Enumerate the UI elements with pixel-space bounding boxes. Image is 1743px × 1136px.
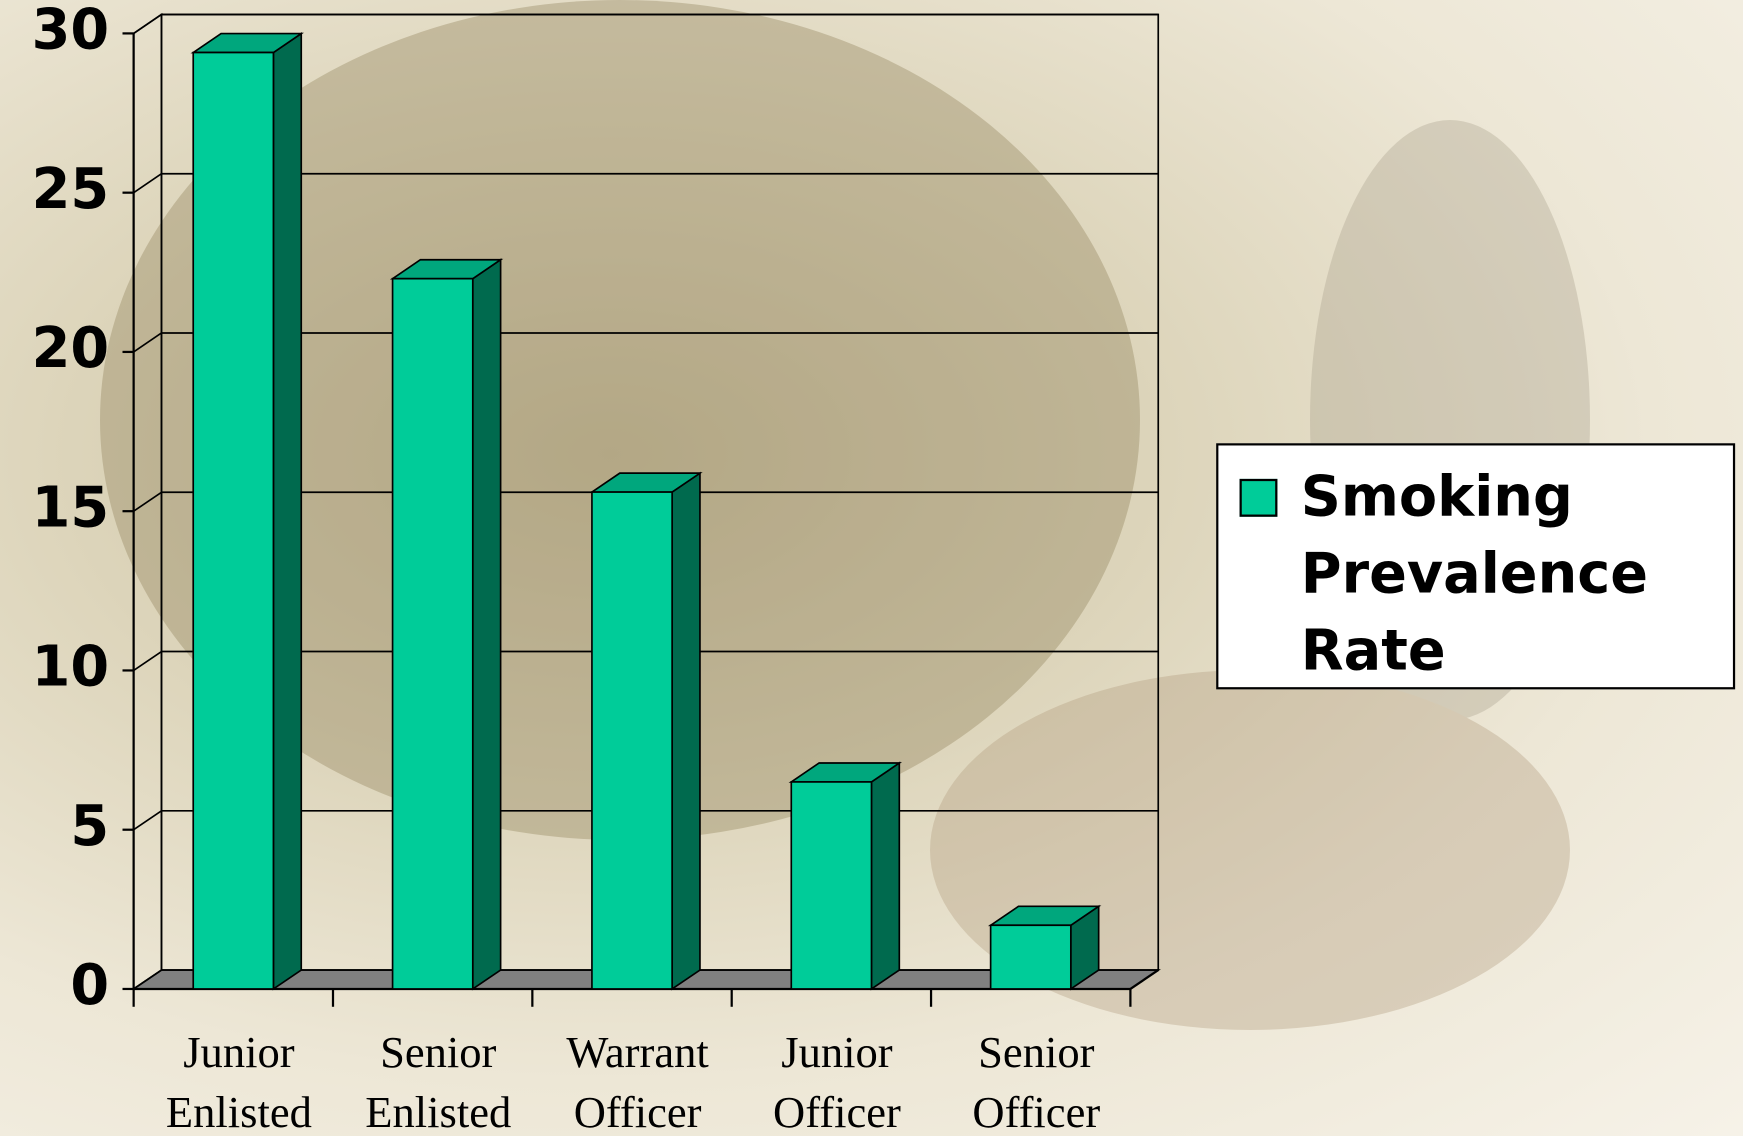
x-tick-label: Senior Officer	[972, 1026, 1101, 1136]
legend-label: Smoking Prevalence Rate	[1300, 464, 1648, 683]
x-axis-edge	[1129, 969, 1159, 990]
x-tick-label: Warrant Officer	[566, 1026, 709, 1136]
x-tick-label: Senior Enlisted	[365, 1026, 512, 1136]
x-tick-label: Junior Officer	[773, 1026, 901, 1136]
bar	[192, 51, 275, 990]
y-tick-label: 30	[32, 0, 109, 63]
grid-line	[133, 173, 162, 194]
bar-side	[870, 761, 901, 991]
y-tick-label: 20	[32, 316, 109, 381]
bar	[989, 924, 1072, 990]
y-tick-label: 15	[32, 475, 109, 540]
bg-shape	[100, 0, 1140, 840]
legend: Smoking Prevalence Rate	[1216, 443, 1736, 690]
y-tick-label: 10	[32, 635, 109, 700]
grid-line	[133, 332, 162, 353]
bar	[391, 277, 474, 990]
bar-side	[471, 258, 502, 991]
bar	[591, 491, 673, 990]
grid-line	[133, 13, 162, 35]
legend-swatch	[1239, 478, 1278, 517]
grid-line	[133, 810, 162, 831]
bar-side	[671, 471, 701, 991]
grid-line	[133, 969, 162, 990]
y-tick-label: 0	[70, 953, 109, 1018]
y-tick-label: 25	[32, 157, 109, 222]
bar-side	[272, 32, 303, 991]
grid-line	[133, 650, 162, 672]
x-tick-label: Junior Enlisted	[165, 1026, 312, 1136]
y-tick-label: 5	[70, 794, 109, 859]
grid-line	[133, 491, 162, 512]
bar	[790, 781, 873, 990]
